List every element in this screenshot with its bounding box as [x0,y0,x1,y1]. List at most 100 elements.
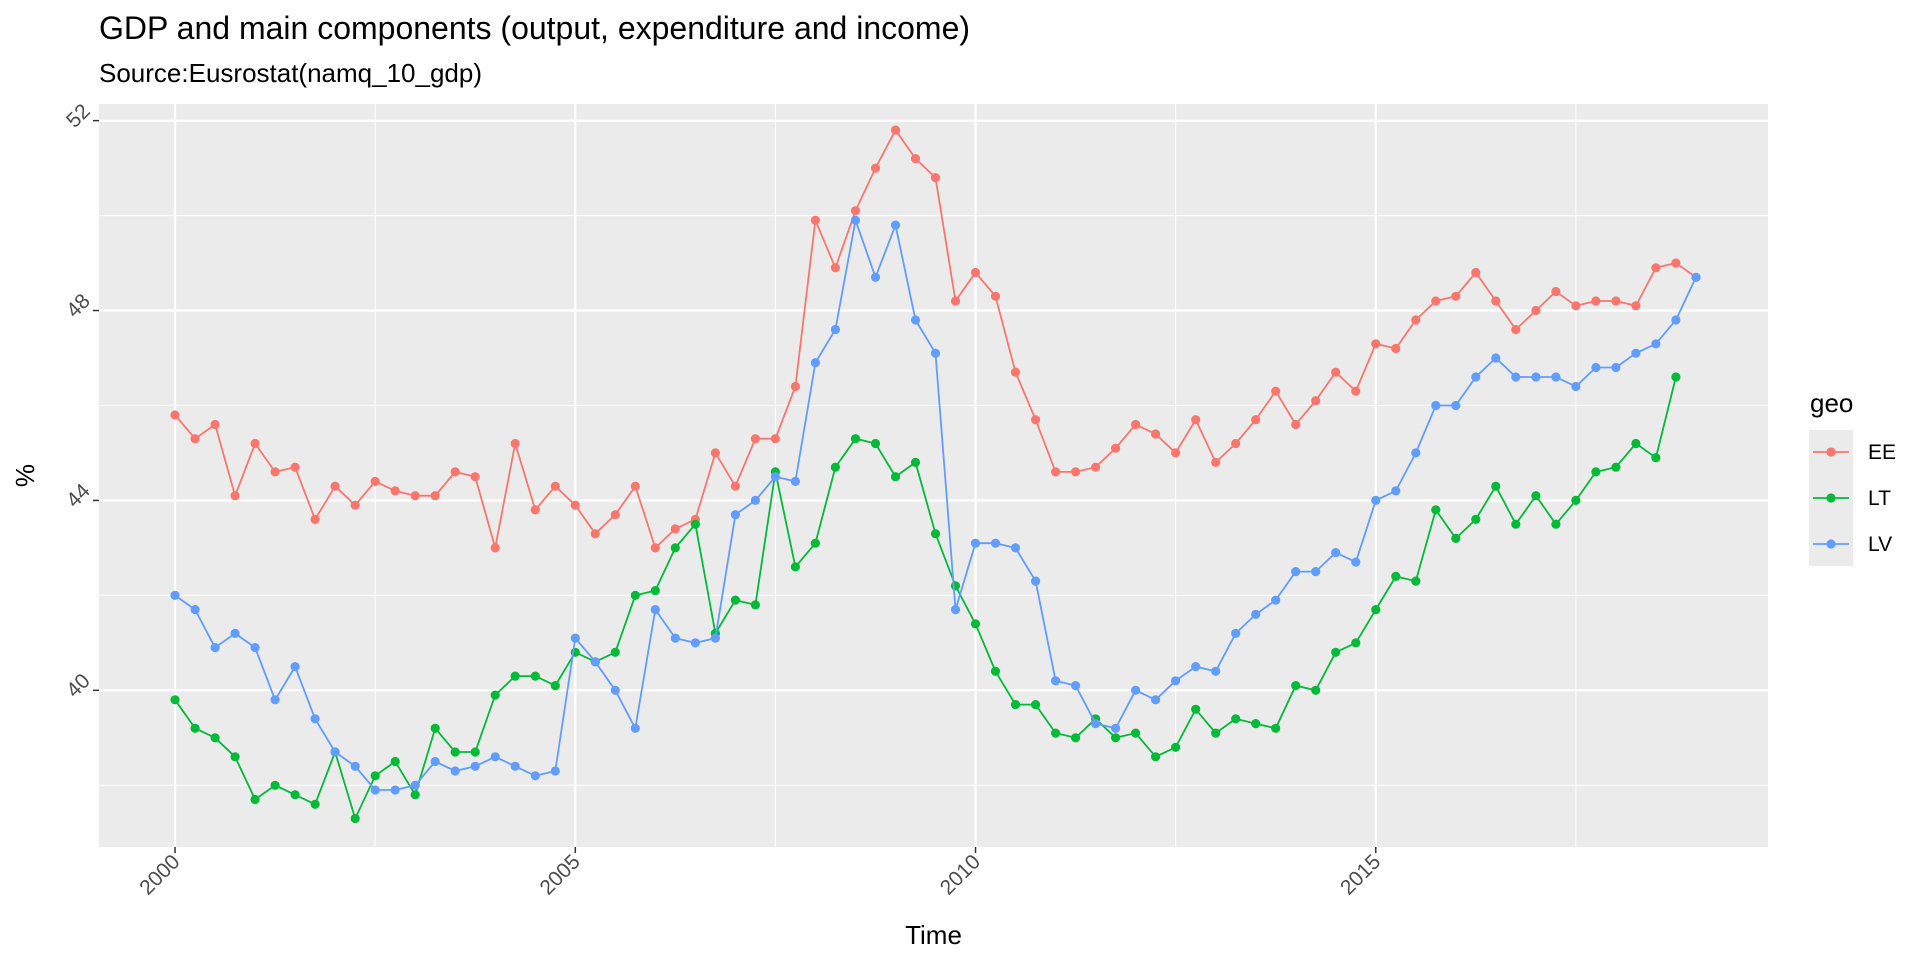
data-point [1511,324,1521,335]
data-point [790,562,801,572]
data-point [210,419,220,430]
data-point [1010,367,1021,377]
data-point [1231,628,1241,639]
data-point [1191,704,1201,714]
data-point [350,500,360,510]
data-point [1211,666,1221,676]
data-point [1331,367,1341,377]
data-point [1411,315,1421,325]
data-point [890,472,901,482]
data-point [510,761,520,771]
data-point [910,457,921,467]
data-point [1231,438,1241,449]
data-point [490,690,500,700]
data-point [770,472,781,482]
data-point [1271,386,1281,396]
data-point [1331,647,1341,657]
data-point [1171,742,1181,752]
data-point [850,206,861,216]
data-point [250,643,260,653]
data-point [610,510,620,520]
data-point [230,491,240,501]
data-point [930,173,941,183]
data-point [250,794,260,805]
data-point [1311,685,1321,695]
data-point [550,481,560,491]
data-point [410,790,420,800]
data-point [1591,467,1601,477]
data-point [1010,700,1021,710]
data-point [1671,315,1681,325]
chart-title: GDP and main components (output, expendi… [99,10,971,46]
data-point [1111,443,1121,453]
data-point [1571,381,1581,392]
series-layer [170,125,1701,824]
data-point [1251,415,1261,425]
series-ee [170,125,1701,553]
data-point [1431,505,1441,515]
series-line-lt [174,376,1677,822]
data-point [790,381,801,392]
data-point [410,491,420,501]
data-point [230,752,240,762]
data-point [930,348,941,358]
data-point [750,600,761,610]
data-point [1171,676,1181,686]
data-point [730,481,741,491]
data-point [290,662,300,672]
legend-label: LT [1868,487,1891,510]
legend-label: EE [1868,441,1896,464]
data-point [810,215,821,225]
data-point [570,500,580,510]
data-point [1391,571,1401,582]
legend-key-point [1826,447,1836,457]
data-point [670,524,680,534]
data-point [1691,272,1701,282]
data-point [530,771,540,781]
data-point [1491,353,1501,363]
data-point [870,163,881,173]
data-point [1551,372,1561,382]
data-point [1471,267,1481,278]
data-point [850,434,861,444]
data-point [1411,576,1421,586]
data-point [1051,728,1061,738]
data-point [1231,714,1241,724]
data-point [690,638,701,648]
data-point [290,790,300,800]
data-point [650,543,660,553]
data-point [230,628,240,639]
data-point [1031,576,1041,586]
data-point [270,780,280,790]
data-point [750,434,761,444]
data-point [170,590,180,601]
data-point [850,215,861,225]
legend-item-ee: EE [1813,441,1896,464]
data-point [1211,457,1221,467]
data-point [1271,595,1281,605]
data-point [1411,448,1421,458]
data-point [1571,495,1581,505]
data-point [170,695,180,705]
data-point [1071,681,1081,691]
data-point [1471,514,1481,525]
data-point [350,813,360,824]
data-point [870,272,881,282]
data-point [1611,462,1621,472]
x-tick-label: 2010 [936,850,985,899]
data-point [1591,296,1601,306]
data-point [190,605,200,615]
data-point [390,486,400,496]
data-point [1111,733,1121,743]
data-point [290,462,300,472]
legend-title: geo [1810,388,1853,418]
x-tick-label: 2015 [1336,850,1385,899]
data-point [790,476,801,486]
data-point [1071,733,1081,743]
y-tick-label: 52 [62,100,95,133]
data-point [1651,263,1661,273]
data-point [810,358,821,368]
x-tick-label: 2000 [135,850,184,899]
data-point [370,771,380,781]
data-point [1031,415,1041,425]
